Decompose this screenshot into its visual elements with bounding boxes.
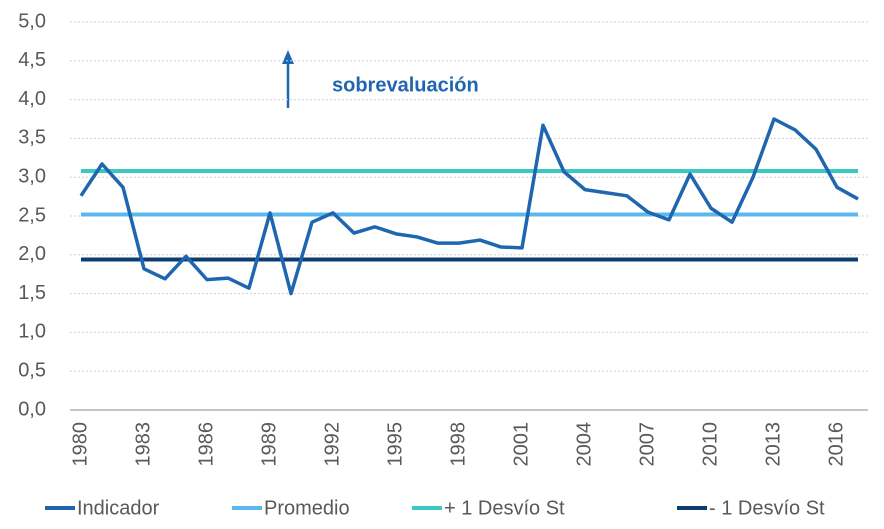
- x-tick-label: 2013: [762, 422, 784, 467]
- x-tick-label: 2001: [510, 422, 532, 467]
- x-tick-label: 1980: [69, 422, 91, 467]
- series-line: [79, 117, 859, 296]
- y-tick-label: 0,5: [18, 359, 46, 381]
- legend-label: Indicador: [77, 497, 160, 519]
- y-tick-label: 2,5: [18, 204, 46, 226]
- legend-label: + 1 Desvío St: [444, 497, 565, 519]
- x-tick-label: 1989: [258, 422, 280, 467]
- legend-label: Promedio: [264, 497, 350, 519]
- x-tick-label: 1995: [384, 422, 406, 467]
- x-tick-label: 2016: [825, 422, 847, 467]
- y-tick-label: 3,0: [18, 165, 46, 187]
- x-tick-label: 1983: [132, 422, 154, 467]
- y-tick-label: 3,5: [18, 127, 46, 149]
- x-tick-label: 1992: [321, 422, 343, 467]
- y-tick-label: 1,5: [18, 282, 46, 304]
- legend-label: - 1 Desvío St: [709, 497, 825, 519]
- y-tick-label: 0,0: [18, 398, 46, 420]
- x-tick-label: 2004: [573, 422, 595, 467]
- x-tick-label: 1998: [447, 422, 469, 467]
- x-tick-label: 2010: [699, 422, 721, 467]
- y-tick-label: 1,0: [18, 321, 46, 343]
- y-tick-label: 5,0: [18, 10, 46, 32]
- y-tick-label: 4,0: [18, 88, 46, 110]
- x-tick-label: 1986: [195, 422, 217, 467]
- y-tick-label: 4,5: [18, 49, 46, 71]
- annotation: sobrevaluación: [332, 74, 479, 96]
- arrow-head: [282, 50, 294, 64]
- x-tick-label: 2007: [636, 422, 658, 467]
- y-tick-label: 2,0: [18, 243, 46, 265]
